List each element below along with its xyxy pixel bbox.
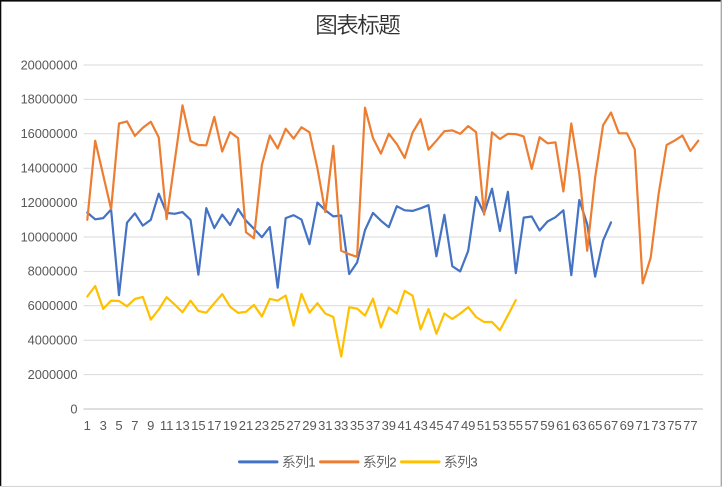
svg-text:55: 55 [509, 418, 523, 433]
svg-text:14000000: 14000000 [21, 161, 78, 176]
svg-text:3: 3 [100, 418, 107, 433]
svg-text:8000000: 8000000 [28, 264, 78, 279]
svg-text:18000000: 18000000 [21, 92, 78, 107]
svg-text:25: 25 [270, 418, 284, 433]
svg-text:35: 35 [350, 418, 364, 433]
svg-text:49: 49 [461, 418, 475, 433]
svg-text:11: 11 [160, 418, 174, 433]
svg-text:47: 47 [445, 418, 459, 433]
svg-text:23: 23 [255, 418, 269, 433]
svg-text:20000000: 20000000 [21, 57, 78, 72]
svg-text:9: 9 [147, 418, 154, 433]
svg-text:10000000: 10000000 [21, 229, 78, 244]
svg-text:43: 43 [413, 418, 427, 433]
svg-text:71: 71 [635, 418, 649, 433]
svg-text:0: 0 [70, 401, 77, 416]
svg-text:19: 19 [223, 418, 237, 433]
svg-text:51: 51 [477, 418, 491, 433]
svg-text:39: 39 [382, 418, 396, 433]
svg-text:61: 61 [556, 418, 570, 433]
svg-text:65: 65 [588, 418, 602, 433]
svg-text:59: 59 [540, 418, 554, 433]
svg-text:29: 29 [302, 418, 316, 433]
svg-text:63: 63 [572, 418, 586, 433]
svg-text:1: 1 [308, 455, 315, 470]
svg-text:15: 15 [191, 418, 205, 433]
svg-text:12000000: 12000000 [21, 195, 78, 210]
svg-text:45: 45 [429, 418, 443, 433]
svg-text:53: 53 [493, 418, 507, 433]
svg-text:57: 57 [524, 418, 538, 433]
svg-text:77: 77 [683, 418, 697, 433]
svg-text:1: 1 [84, 418, 91, 433]
svg-text:16000000: 16000000 [21, 126, 78, 141]
svg-text:31: 31 [318, 418, 332, 433]
svg-text:7: 7 [131, 418, 138, 433]
svg-text:27: 27 [286, 418, 300, 433]
svg-text:69: 69 [620, 418, 634, 433]
svg-text:37: 37 [366, 418, 380, 433]
svg-text:2: 2 [389, 455, 396, 470]
svg-text:67: 67 [604, 418, 618, 433]
svg-text:73: 73 [651, 418, 665, 433]
svg-text:21: 21 [239, 418, 253, 433]
svg-text:17: 17 [207, 418, 221, 433]
svg-text:13: 13 [175, 418, 189, 433]
svg-text:41: 41 [397, 418, 411, 433]
svg-text:33: 33 [334, 418, 348, 433]
svg-text:5: 5 [115, 418, 122, 433]
svg-text:6000000: 6000000 [28, 298, 78, 313]
svg-text:3: 3 [470, 455, 477, 470]
svg-text:75: 75 [667, 418, 681, 433]
svg-text:4000000: 4000000 [28, 333, 78, 348]
svg-text:2000000: 2000000 [28, 367, 78, 382]
